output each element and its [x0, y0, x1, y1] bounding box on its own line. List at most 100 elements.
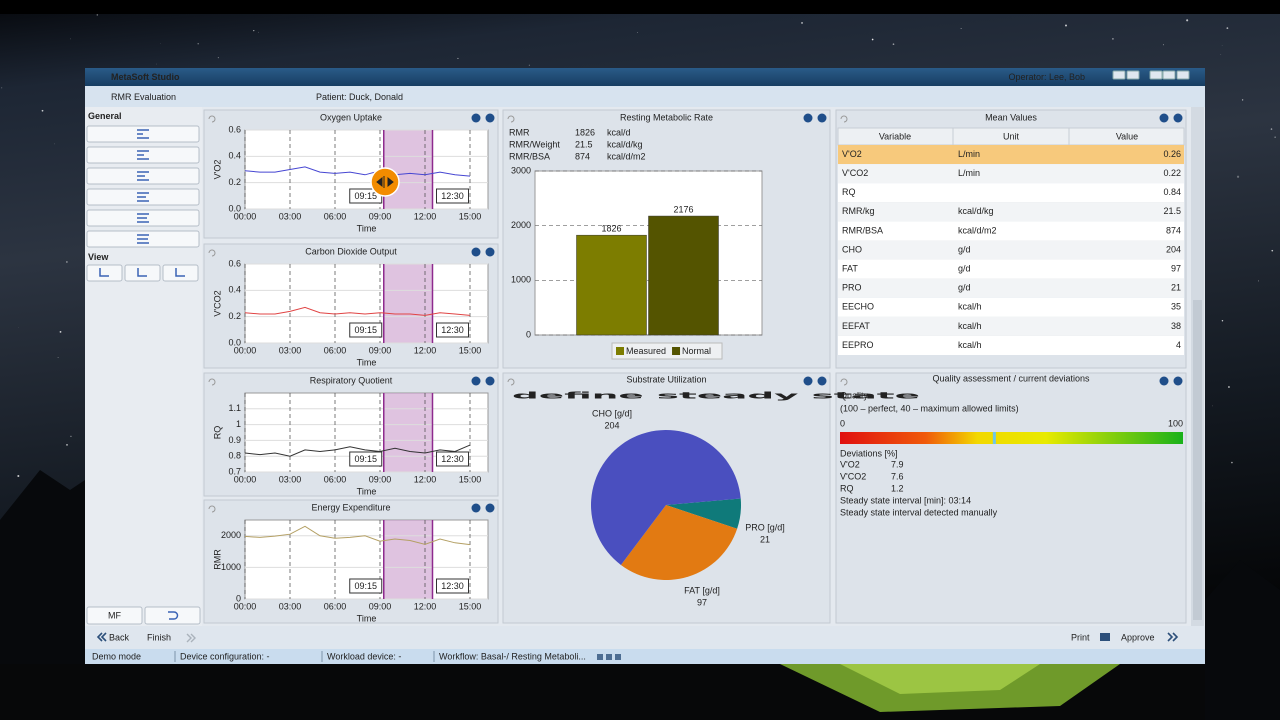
panel-button[interactable]	[803, 113, 813, 123]
star	[1220, 54, 1222, 56]
marker-label: 09:15	[354, 454, 377, 464]
finish-button: Finish	[147, 632, 171, 642]
panel-button[interactable]	[485, 247, 495, 257]
table-row[interactable]	[838, 240, 1184, 260]
panel-button[interactable]	[1173, 376, 1183, 386]
table-row[interactable]	[838, 259, 1184, 279]
star	[57, 357, 59, 358]
cell-unit: g/d	[958, 244, 971, 254]
panel-button[interactable]	[485, 503, 495, 513]
panel-button[interactable]	[471, 376, 481, 386]
y-tick-label: 3000	[511, 165, 531, 175]
legend	[611, 342, 723, 360]
table-row[interactable]	[838, 336, 1184, 355]
refresh-icon	[507, 115, 515, 123]
y-tick-label: 0.0	[228, 337, 241, 347]
panel-button[interactable]	[471, 113, 481, 123]
window-button[interactable]	[1112, 70, 1126, 80]
header-bar	[85, 86, 1205, 107]
star	[960, 28, 962, 30]
caption: define steady state	[512, 392, 920, 402]
bar-label: 1826	[601, 224, 621, 234]
print-button[interactable]: Print	[1071, 632, 1090, 642]
window-button[interactable]	[1162, 70, 1176, 80]
cell-variable: EEFAT	[842, 321, 870, 331]
window-button[interactable]	[1149, 70, 1163, 80]
window-button[interactable]	[1176, 70, 1190, 80]
cell-value: 21	[1171, 283, 1181, 293]
cell-variable: FAT	[842, 263, 858, 273]
gauge-marker	[992, 432, 996, 444]
y-tick-label: 0.6	[228, 258, 241, 268]
slice-value: 204	[604, 420, 619, 430]
title-bar	[85, 68, 1205, 86]
summary-value: 874	[575, 151, 590, 161]
table-row[interactable]	[838, 183, 1184, 203]
x-tick-label: 00:00	[234, 474, 257, 484]
y-tick-label: 0.0	[228, 203, 241, 213]
view-button[interactable]	[86, 264, 123, 282]
slice-label: CHO [g/d]	[592, 408, 632, 418]
view-button[interactable]	[162, 264, 199, 282]
cell-variable: V'CO2	[842, 168, 868, 178]
summary-label: RMR	[509, 127, 530, 137]
interval-text: Steady state interval [min]: 03:14	[840, 495, 971, 505]
panel-button[interactable]	[1159, 113, 1169, 123]
summary-value: 1826	[575, 127, 595, 137]
undo-button[interactable]	[144, 606, 201, 625]
y-tick-label: 0	[526, 329, 531, 339]
scroll-thumb[interactable]	[1193, 300, 1202, 620]
star	[66, 444, 68, 446]
panel-button[interactable]	[485, 113, 495, 123]
panel-button[interactable]	[817, 376, 827, 386]
star	[892, 43, 895, 45]
star	[528, 64, 530, 66]
approve-button[interactable]: Approve	[1121, 632, 1155, 642]
refresh-icon	[208, 505, 216, 513]
table-row[interactable]	[838, 316, 1184, 336]
status-item: Workload device: -	[327, 651, 401, 661]
selected-row[interactable]	[838, 145, 1184, 164]
table-row[interactable]	[838, 221, 1184, 241]
marker-box	[436, 322, 469, 338]
star	[66, 261, 68, 263]
panel-button[interactable]	[485, 376, 495, 386]
x-tick-label: 06:00	[324, 474, 347, 484]
panel-title: Quality assessment / current deviations	[932, 373, 1090, 383]
cell-value: 97	[1171, 263, 1181, 273]
star	[1231, 461, 1233, 464]
marker-box	[436, 451, 469, 467]
x-tick-label: 15:00	[459, 474, 482, 484]
star	[1, 87, 3, 89]
steady-state-region	[383, 393, 433, 472]
cell-value: 204	[1166, 244, 1181, 254]
patient: Patient: Duck, Donald	[316, 92, 403, 102]
gauge-tick-label: 0	[840, 418, 845, 428]
table-row[interactable]	[838, 278, 1184, 298]
y-tick-label: 2000	[221, 530, 241, 540]
table-row[interactable]	[838, 164, 1184, 184]
quality-heading: Quality	[840, 390, 869, 400]
panel-button[interactable]	[471, 503, 481, 513]
mf-button[interactable]	[86, 606, 143, 625]
star	[1226, 27, 1229, 30]
cell-variable: EEPRO	[842, 340, 874, 350]
refresh-icon	[840, 115, 848, 123]
back-button[interactable]: Back	[109, 632, 130, 642]
column-header: Value	[1116, 131, 1138, 141]
panel-button[interactable]	[471, 247, 481, 257]
x-tick-label: 12:00	[414, 345, 437, 355]
window-button[interactable]	[1126, 70, 1140, 80]
view-icon	[137, 268, 147, 277]
table-row[interactable]	[838, 202, 1184, 222]
star	[217, 57, 219, 59]
view-button[interactable]	[124, 264, 161, 282]
panel-button[interactable]	[803, 376, 813, 386]
panel-button[interactable]	[817, 113, 827, 123]
y-tick-label: 1000	[511, 275, 531, 285]
table-row[interactable]	[838, 297, 1184, 317]
panel-button[interactable]	[1159, 376, 1169, 386]
panel-button[interactable]	[1173, 113, 1183, 123]
slice-value: 21	[760, 534, 770, 544]
